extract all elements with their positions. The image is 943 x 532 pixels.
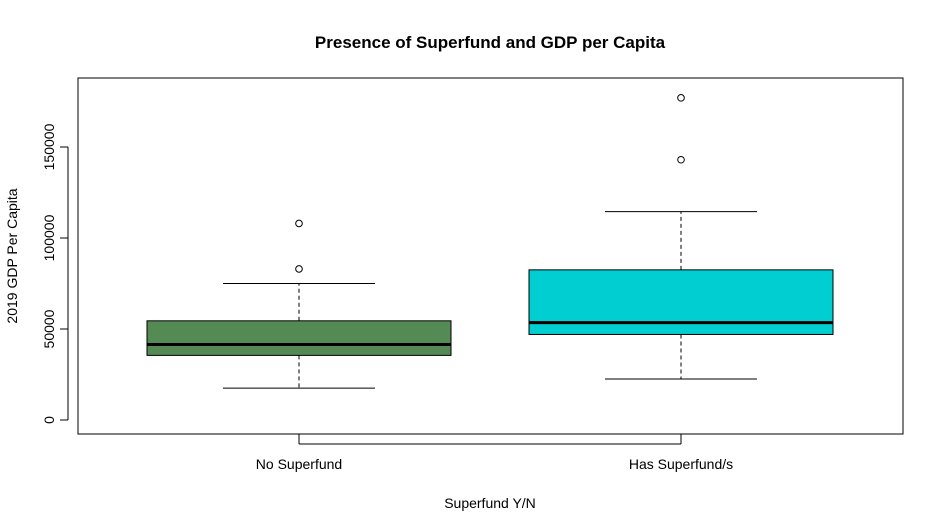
chart-title: Presence of Superfund and GDP per Capita (315, 33, 666, 52)
box-2 (528, 94, 834, 380)
box-1 (146, 219, 452, 389)
y-tick-label: 0 (41, 416, 57, 424)
outlier-point (677, 94, 685, 102)
x-tick-label: Has Superfund/s (629, 456, 733, 472)
iqr-box (528, 269, 834, 335)
iqr-box (146, 320, 452, 356)
outlier-point (295, 265, 303, 273)
y-tick-label: 100000 (41, 214, 57, 261)
boxes-group (146, 94, 834, 389)
outlier-point (295, 219, 303, 228)
x-axis: No Superfund Has Superfund/s (256, 434, 733, 472)
x-tick-label: No Superfund (256, 456, 342, 472)
x-axis-title: Superfund Y/N (444, 495, 536, 511)
y-tick-label: 150000 (41, 123, 57, 170)
y-tick-label: 50000 (41, 309, 57, 348)
outlier-point (677, 155, 685, 164)
y-axis: 0 50000 100000 150000 (41, 123, 69, 424)
y-axis-title: 2019 GDP Per Capita (4, 188, 20, 323)
plot-frame (77, 77, 904, 435)
